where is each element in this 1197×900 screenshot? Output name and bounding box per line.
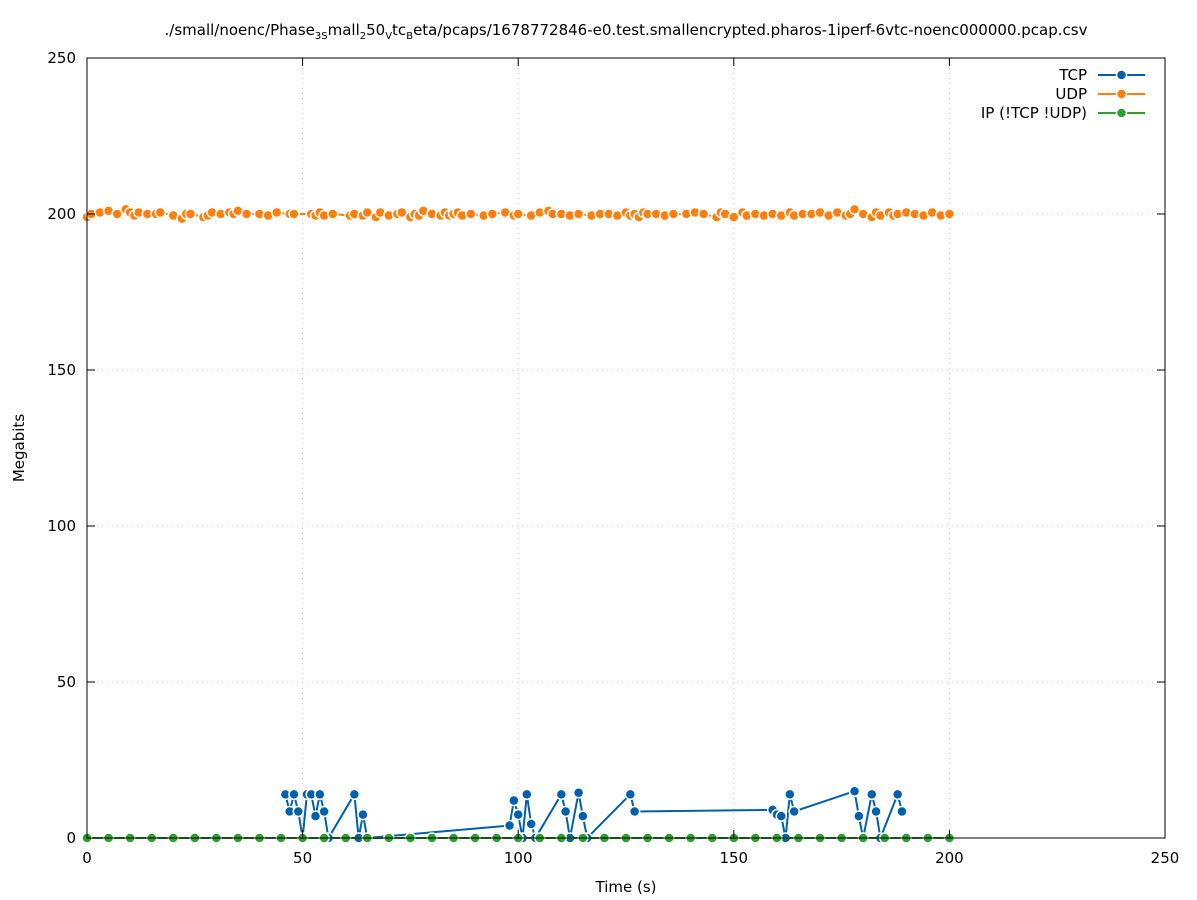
chart-title-part: V — [385, 31, 392, 42]
x-tick-label: 50 — [293, 849, 312, 867]
chart-title-part: 50 — [366, 21, 385, 39]
y-tick-label: 250 — [47, 49, 76, 67]
chart-title-part: ./small/noenc/Phase — [165, 21, 315, 39]
chart-title: ./small/noenc/Phase3Small250VtcBeta/pcap… — [165, 21, 1088, 42]
data-point — [314, 788, 326, 801]
data-point — [512, 808, 524, 821]
data-point — [572, 787, 585, 799]
data-point — [292, 805, 305, 818]
legend-entry: TCP — [1058, 66, 1145, 84]
data-point — [309, 810, 322, 822]
axes: 0 50 100 150 200 250 0 50 100 150 200 250 — [47, 49, 1179, 867]
plot-area — [81, 203, 956, 844]
data-point — [318, 805, 330, 818]
series-udp — [81, 203, 956, 225]
data-point — [728, 211, 740, 223]
chart-title-part: B — [406, 31, 413, 42]
chart-title-part: mall — [328, 21, 360, 39]
data-point — [184, 208, 197, 220]
data-point — [848, 203, 861, 216]
x-tick-label: 250 — [1151, 849, 1180, 867]
data-point — [525, 818, 537, 830]
data-point — [943, 208, 956, 220]
x-axis-label: Time (s) — [595, 878, 657, 896]
data-point — [396, 206, 408, 219]
data-point — [866, 788, 878, 801]
data-point — [775, 810, 787, 822]
data-point — [486, 208, 499, 220]
plot-border — [86, 57, 1166, 839]
data-point — [327, 208, 339, 220]
chart-title-part: 2 — [360, 31, 366, 42]
x-tick-label: 100 — [504, 849, 533, 867]
data-point — [667, 208, 680, 220]
y-tick-label: 50 — [57, 673, 76, 691]
data-point — [361, 206, 374, 219]
legend-entry: UDP — [1055, 85, 1145, 103]
data-point — [512, 208, 524, 220]
chart-title-part: tc — [392, 21, 406, 39]
legend-entry: IP (!TCP !UDP) — [981, 104, 1145, 122]
data-point — [465, 208, 477, 220]
y-axis-label: Megabits — [10, 414, 28, 482]
legend-marker — [1115, 107, 1128, 119]
data-point — [896, 805, 908, 818]
data-point — [503, 819, 516, 832]
x-tick-label: 150 — [719, 849, 748, 867]
data-point — [848, 785, 861, 797]
legend-label: TCP — [1058, 66, 1087, 84]
x-tick-label: 0 — [82, 849, 92, 867]
chart-title-part: 3S — [315, 31, 328, 42]
data-point — [508, 794, 520, 807]
grid — [87, 58, 1165, 838]
y-tick-label: 200 — [47, 205, 76, 223]
data-point — [784, 788, 796, 801]
legend-label: UDP — [1055, 85, 1087, 103]
data-point — [521, 788, 533, 801]
legend-label: IP (!TCP !UDP) — [981, 104, 1087, 122]
data-point — [154, 206, 167, 219]
y-tick-label: 100 — [47, 517, 76, 535]
x-tick-label: 200 — [935, 849, 964, 867]
data-point — [555, 788, 568, 801]
data-point — [891, 788, 904, 801]
chart-title-part: eta/pcaps/1678772846-e0.test.smallencryp… — [413, 21, 1088, 39]
y-tick-label: 150 — [47, 361, 76, 379]
data-point — [357, 808, 369, 821]
data-point — [788, 805, 800, 818]
data-point — [288, 208, 300, 220]
data-point — [870, 805, 882, 818]
data-point — [270, 206, 283, 219]
data-point — [624, 788, 637, 801]
legend-marker — [1115, 88, 1128, 100]
data-point — [628, 805, 641, 818]
data-point — [572, 208, 585, 220]
data-point — [577, 810, 589, 822]
legend-marker — [1115, 69, 1128, 81]
data-point — [348, 788, 361, 801]
data-point — [240, 208, 253, 220]
data-point — [697, 208, 710, 220]
data-point — [853, 810, 865, 822]
y-tick-label: 0 — [66, 829, 76, 847]
data-point — [288, 788, 300, 801]
data-point — [111, 208, 123, 220]
data-point — [559, 805, 572, 818]
